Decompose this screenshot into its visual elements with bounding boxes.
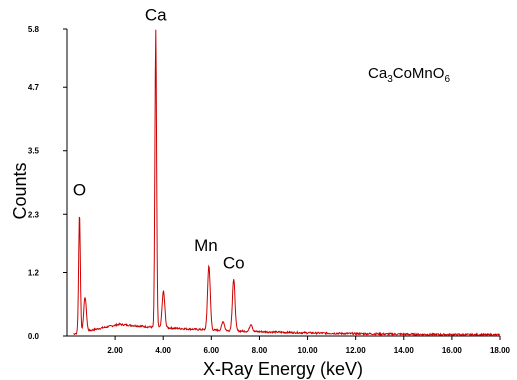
x-tick-label: 2.00 [107, 346, 123, 355]
formula-subscript-6: 6 [444, 74, 450, 85]
y-tick-label: 4.7 [28, 83, 40, 92]
y-axis-ticks: 0.0 1.2 2.3 3.5 4.7 5.8 [28, 25, 67, 341]
formula-subscript-3: 3 [387, 74, 393, 85]
peak-label-co: Co [223, 253, 245, 272]
y-tick-label: 2.3 [28, 210, 40, 219]
x-tick-label: 4.00 [155, 346, 171, 355]
y-axis-title: Counts [10, 162, 30, 219]
x-tick-label: 18.00 [490, 346, 511, 355]
x-tick-label: 6.00 [204, 346, 220, 355]
axes [66, 29, 500, 337]
formula-part-ca: Ca [368, 65, 388, 82]
y-tick-label: 5.8 [28, 25, 40, 34]
y-tick-label: 0.0 [28, 332, 40, 341]
x-tick-label: 10.00 [298, 346, 319, 355]
x-tick-label: 12.00 [346, 346, 367, 355]
spectrum-line [73, 29, 500, 338]
compound-formula: Ca3CoMnO6 [368, 65, 450, 85]
peak-labels: O Ca Mn Co [73, 5, 245, 272]
y-tick-label: 1.2 [28, 268, 40, 277]
peak-label-ca: Ca [145, 5, 167, 24]
x-tick-label: 8.00 [252, 346, 268, 355]
x-tick-label: 16.00 [442, 346, 463, 355]
x-tick-label: 14.00 [394, 346, 415, 355]
formula-part-comno: CoMnO [393, 65, 445, 82]
x-axis-title: X-Ray Energy (keV) [203, 359, 363, 379]
peak-label-o: O [73, 181, 86, 200]
peak-label-mn: Mn [194, 236, 218, 255]
x-axis-ticks: 2.00 4.00 6.00 8.00 10.00 12.00 14.00 16.00 18.0… [107, 336, 511, 355]
y-tick-label: 3.5 [28, 147, 40, 156]
